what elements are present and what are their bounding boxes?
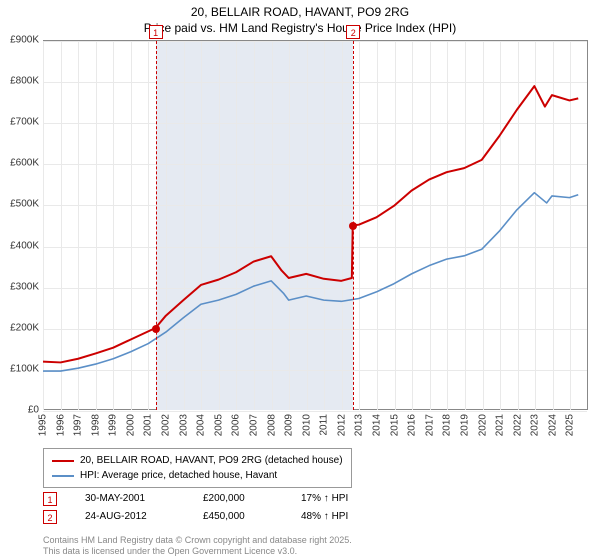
- y-tick-label: £400K: [10, 240, 39, 251]
- x-tick-label: 2022: [512, 414, 523, 436]
- x-tick-label: 2010: [301, 414, 312, 436]
- chart-title: 20, BELLAIR ROAD, HAVANT, PO9 2RG Price …: [0, 0, 600, 36]
- y-tick-label: £700K: [10, 117, 39, 128]
- legend-item: HPI: Average price, detached house, Hava…: [52, 468, 343, 483]
- event-dot: [349, 222, 357, 230]
- x-tick-label: 2008: [266, 414, 277, 436]
- x-tick-label: 2003: [178, 414, 189, 436]
- y-tick-label: £500K: [10, 199, 39, 210]
- series-line: [43, 86, 578, 362]
- x-tick-label: 2020: [477, 414, 488, 436]
- event-row: 2 24-AUG-2012 £450,000 48% ↑ HPI: [43, 508, 348, 526]
- footer-attribution: Contains HM Land Registry data © Crown c…: [43, 535, 352, 558]
- x-tick-label: 1996: [55, 414, 66, 436]
- y-tick-label: £900K: [10, 35, 39, 46]
- x-tick-label: 2012: [336, 414, 347, 436]
- event-row: 1 30-MAY-2001 £200,000 17% ↑ HPI: [43, 490, 348, 508]
- event-date: 24-AUG-2012: [85, 508, 175, 526]
- event-pct: 48% ↑ HPI: [301, 508, 348, 526]
- x-tick-label: 1999: [108, 414, 119, 436]
- legend-label: HPI: Average price, detached house, Hava…: [80, 468, 277, 483]
- x-axis: 1995199619971998199920002001200220032004…: [43, 410, 588, 450]
- event-number: 2: [43, 510, 57, 524]
- x-tick-label: 2023: [530, 414, 541, 436]
- y-tick-label: £300K: [10, 281, 39, 292]
- x-tick-label: 1998: [90, 414, 101, 436]
- y-tick-label: £800K: [10, 76, 39, 87]
- x-tick-label: 2015: [389, 414, 400, 436]
- title-line-1: 20, BELLAIR ROAD, HAVANT, PO9 2RG: [0, 4, 600, 20]
- legend-swatch: [52, 460, 74, 462]
- event-dot: [152, 325, 160, 333]
- x-tick-label: 2024: [547, 414, 558, 436]
- x-tick-label: 2018: [442, 414, 453, 436]
- x-tick-label: 2005: [213, 414, 224, 436]
- footer-line-1: Contains HM Land Registry data © Crown c…: [43, 535, 352, 547]
- title-line-2: Price paid vs. HM Land Registry's House …: [0, 20, 600, 36]
- x-tick-label: 1995: [38, 414, 49, 436]
- x-tick-label: 2002: [161, 414, 172, 436]
- x-tick-label: 2000: [125, 414, 136, 436]
- event-date: 30-MAY-2001: [85, 490, 175, 508]
- y-tick-label: £200K: [10, 322, 39, 333]
- event-number: 1: [43, 492, 57, 506]
- legend: 20, BELLAIR ROAD, HAVANT, PO9 2RG (detac…: [43, 448, 352, 488]
- event-marker-box: 1: [149, 25, 163, 39]
- event-pct: 17% ↑ HPI: [301, 490, 348, 508]
- x-tick-label: 2019: [459, 414, 470, 436]
- x-tick-label: 1997: [73, 414, 84, 436]
- event-price: £450,000: [203, 508, 273, 526]
- legend-swatch: [52, 475, 74, 477]
- x-tick-label: 2016: [407, 414, 418, 436]
- chart-plot-area: 12: [43, 40, 588, 410]
- series-line: [43, 193, 578, 371]
- event-line: [156, 41, 157, 410]
- x-tick-label: 2014: [372, 414, 383, 436]
- x-tick-label: 2007: [248, 414, 259, 436]
- footer-line-2: This data is licensed under the Open Gov…: [43, 546, 352, 558]
- x-tick-label: 2021: [495, 414, 506, 436]
- x-tick-label: 2013: [354, 414, 365, 436]
- x-tick-label: 2001: [143, 414, 154, 436]
- x-tick-label: 2025: [565, 414, 576, 436]
- y-tick-label: £100K: [10, 363, 39, 374]
- plot-svg: [43, 41, 587, 410]
- y-tick-label: £600K: [10, 158, 39, 169]
- event-price: £200,000: [203, 490, 273, 508]
- x-tick-label: 2011: [319, 414, 330, 436]
- event-marker-box: 2: [346, 25, 360, 39]
- legend-label: 20, BELLAIR ROAD, HAVANT, PO9 2RG (detac…: [80, 453, 343, 468]
- x-tick-label: 2006: [231, 414, 242, 436]
- y-axis: £0£100K£200K£300K£400K£500K£600K£700K£80…: [0, 40, 43, 410]
- x-tick-label: 2009: [284, 414, 295, 436]
- x-tick-label: 2004: [196, 414, 207, 436]
- x-tick-label: 2017: [424, 414, 435, 436]
- events-table: 1 30-MAY-2001 £200,000 17% ↑ HPI 2 24-AUG-201…: [43, 490, 348, 526]
- legend-item: 20, BELLAIR ROAD, HAVANT, PO9 2RG (detac…: [52, 453, 343, 468]
